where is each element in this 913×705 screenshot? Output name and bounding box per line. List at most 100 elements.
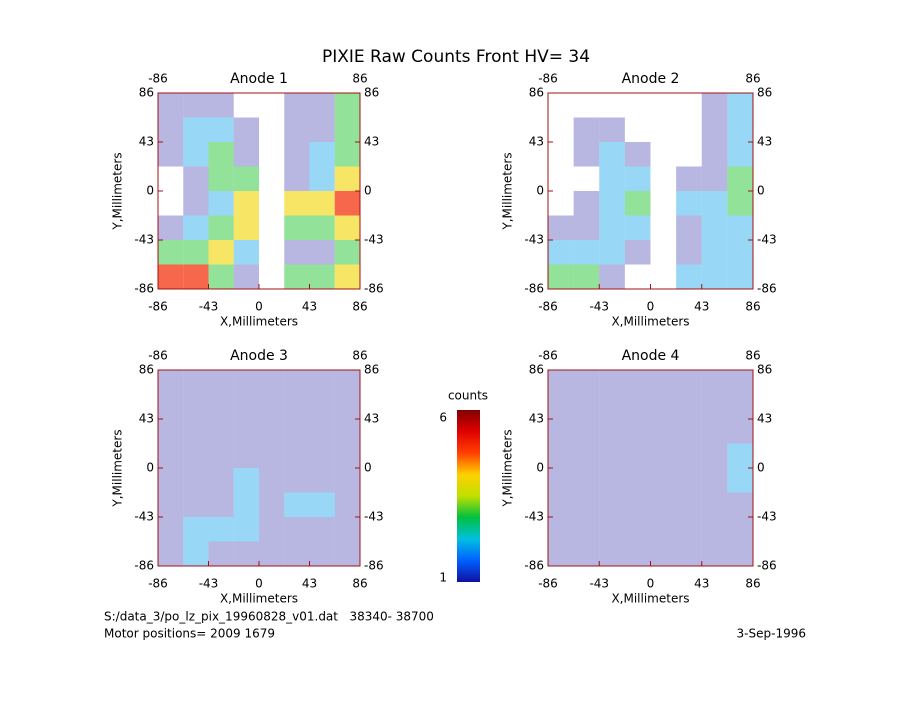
heatmap-cell [208,117,234,142]
x-tick-label: 43 [694,577,709,591]
y2-tick-label: 0 [364,461,372,475]
heatmap-cell [548,167,574,192]
y-tick-label: -86 [524,559,544,573]
y-tick-label: -43 [134,233,154,247]
heatmap-cell [701,264,728,289]
heatmap-cell [284,240,310,265]
heatmap-cell [284,443,310,468]
heatmap-cell [183,419,209,444]
heatmap-cell [548,468,574,493]
heatmap-cell [701,215,728,240]
heatmap-cell [727,215,753,240]
heatmap-cell [158,240,184,265]
heatmap-cell [284,264,310,289]
y-axis-label: Y,Millimeters [111,152,125,230]
heatmap-cell [651,142,677,167]
heatmap-cell [676,492,702,517]
heatmap-cell [183,117,209,142]
heatmap-cell [599,443,625,468]
heatmap-cell [650,492,677,517]
heatmap-cell [573,517,600,542]
heatmap-cell [208,468,234,493]
heatmap-cell [727,117,753,142]
heatmap-cell [183,443,209,468]
heatmap-cell [548,541,574,566]
heatmap-cell [334,517,360,542]
heatmap-cell [676,191,702,216]
heatmap-cell [727,419,753,444]
colorbar-tick-label: 6 [439,411,447,425]
heatmap-cell [334,215,360,240]
heatmap-cell [309,264,335,289]
file-info: S:/data_3/po_lz_pix_19960828_v01.dat 383… [104,610,434,624]
heatmap-cell [309,93,335,118]
x-tick-label: 0 [647,300,655,314]
y2-tick-label: -43 [364,233,384,247]
heatmap-cell [573,264,600,289]
x-tick-label: -43 [589,577,609,591]
y2-tick-label: 43 [364,412,379,426]
heatmap-cell [651,216,677,241]
heatmap-cell [624,191,651,216]
heatmap-cell [599,394,625,419]
heatmap-cell [548,264,574,289]
heatmap-cell [259,394,285,419]
heatmap-cell [727,240,753,265]
heatmap-cell [548,517,574,542]
y2-tick-label: 0 [757,461,765,475]
heatmap-cell [651,93,677,118]
heatmap-cell [259,468,285,493]
heatmap-cell [727,142,753,167]
heatmap-cell [676,541,702,566]
heatmap-cell [233,142,259,167]
x-tick-label: 86 [352,577,367,591]
heatmap-cell [573,492,600,517]
heatmap-cell [309,166,335,191]
heatmap-cell [309,394,335,419]
y2-tick-label: 86 [757,86,772,100]
heatmap-cell [183,492,209,517]
heatmap-cell [701,142,728,167]
heatmap-cell [624,517,651,542]
heatmap-cell [233,264,259,289]
heatmap-cell [599,215,625,240]
panel: Anode 4-86 -43 0 43 86-86 8686430-43-8686430-… [501,348,777,606]
heatmap-cell [284,541,310,566]
heatmap-cell [284,468,310,493]
y2-tick-label: 0 [757,184,765,198]
heatmap-cell [259,370,285,395]
heatmap-cell [208,191,234,216]
heatmap-cell [727,541,753,566]
heatmap-cell [233,541,259,566]
heatmap-cell [284,370,310,395]
heatmap-cell [309,142,335,167]
heatmap-cell [727,394,753,419]
heatmap-cell [309,240,335,265]
heatmap-cell [676,118,702,143]
heatmap-cell [233,370,259,395]
heatmap-cell [259,191,284,216]
heatmap-cell [573,419,600,444]
heatmap-cell [183,468,209,493]
y-tick-label: 43 [139,412,154,426]
y-tick-label: -86 [524,282,544,296]
y2-tick-label: 86 [757,363,772,377]
heatmap-cell [701,419,728,444]
heatmap-cell [309,419,335,444]
y2-tick-label: 86 [364,86,379,100]
heatmap-cell [599,142,625,167]
heatmap-cell [158,264,184,289]
heatmap-cell [701,117,728,142]
heatmap-cell [259,240,284,265]
heatmap-cell [309,215,335,240]
heatmap-cell [183,394,209,419]
x-tick-label: 0 [255,300,263,314]
x2-tick-label: 86 [352,72,367,86]
panel-title: Anode 1 [230,71,288,87]
heatmap-cell [309,541,335,566]
y2-tick-label: 0 [364,184,372,198]
heatmap-cell [650,468,677,493]
heatmap-cell [701,517,728,542]
heatmap-cell [727,166,753,191]
x-tick-label: -86 [538,300,558,314]
